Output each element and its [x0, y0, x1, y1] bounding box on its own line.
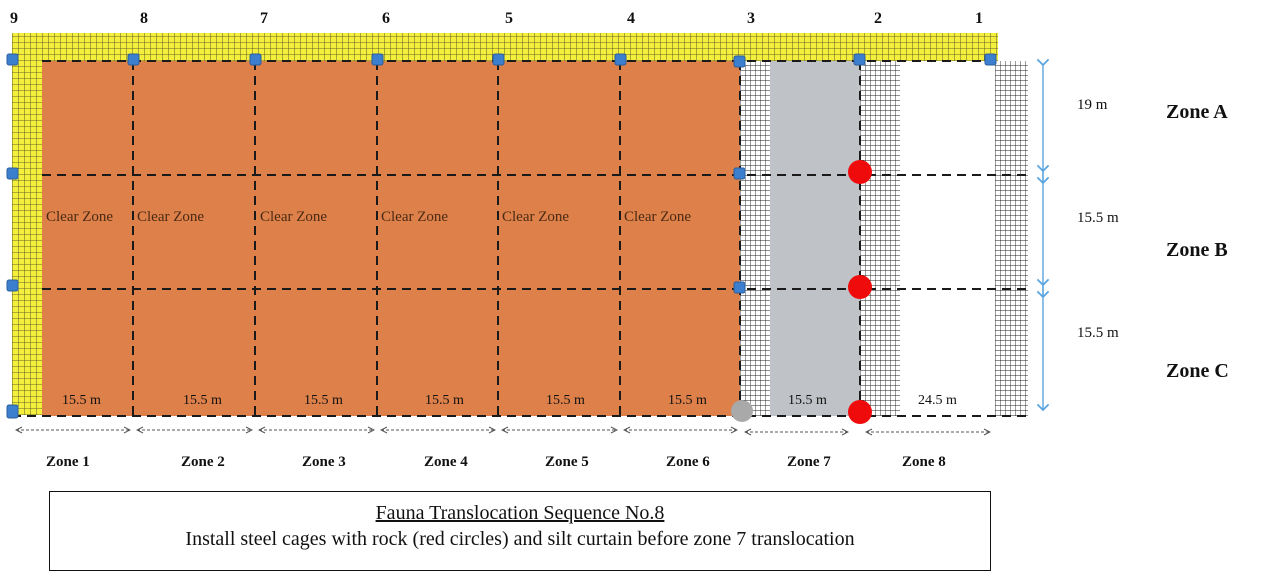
column-label: 1 [975, 10, 983, 27]
left-mesh-band [12, 33, 42, 415]
blue-square-marker [6, 167, 19, 180]
grey-circle-marker [731, 400, 753, 422]
blue-square-marker [733, 167, 746, 180]
blue-square-marker [733, 55, 746, 68]
white-zone-8 [900, 61, 995, 416]
column-label: 3 [747, 10, 755, 27]
mesh-column-1 [995, 61, 1028, 416]
zone-label: Zone 6 [666, 454, 710, 470]
clear-zone-label: Clear Zone [46, 209, 113, 225]
top-mesh-band [12, 33, 998, 61]
clear-zone-label: Clear Zone [381, 209, 448, 225]
width-label: 15.5 m [546, 393, 585, 408]
zone-row-label: Zone B [1166, 239, 1228, 261]
blue-square-marker [6, 404, 19, 419]
column-label: 8 [140, 10, 148, 27]
red-cage-marker [848, 160, 872, 184]
column-label: 7 [260, 10, 268, 27]
width-label: 24.5 m [918, 393, 957, 408]
clear-zone-label: Clear Zone [260, 209, 327, 225]
zone-label: Zone 8 [902, 454, 946, 470]
grey-zone-7 [770, 61, 860, 416]
zone-label: Zone 5 [545, 454, 589, 470]
blue-square-marker [733, 281, 746, 294]
mesh-column-2 [860, 61, 900, 416]
caption-box: Fauna Translocation Sequence No.8 Instal… [49, 491, 991, 571]
column-label: 2 [874, 10, 882, 27]
blue-square-marker [249, 53, 262, 66]
blue-square-marker [127, 53, 140, 66]
caption-text: Install steel cages with rock (red circl… [185, 528, 855, 550]
zone-row-label: Zone A [1166, 101, 1228, 123]
blue-square-marker [984, 53, 997, 66]
clear-zone-label: Clear Zone [624, 209, 691, 225]
clear-zone-label: Clear Zone [502, 209, 569, 225]
zone-label: Zone 2 [181, 454, 225, 470]
red-cage-marker [848, 275, 872, 299]
height-label: 15.5 m [1077, 210, 1119, 226]
mesh-column-3 [740, 61, 770, 416]
blue-square-marker [371, 53, 384, 66]
height-label: 19 m [1077, 97, 1108, 113]
zone-label: Zone 7 [787, 454, 831, 470]
column-label: 9 [10, 10, 18, 27]
blue-square-marker [853, 53, 866, 66]
width-label: 15.5 m [62, 393, 101, 408]
width-label: 15.5 m [304, 393, 343, 408]
zone-label: Zone 3 [302, 454, 346, 470]
blue-square-marker [614, 53, 627, 66]
width-label: 15.5 m [183, 393, 222, 408]
height-label: 15.5 m [1077, 325, 1119, 341]
column-label: 6 [382, 10, 390, 27]
blue-square-marker [6, 279, 19, 292]
zone-row-label: Zone C [1166, 360, 1229, 382]
red-cage-marker [848, 400, 872, 424]
zone-label: Zone 4 [424, 454, 468, 470]
width-label: 15.5 m [788, 393, 827, 408]
width-label: 15.5 m [425, 393, 464, 408]
width-label: 15.5 m [668, 393, 707, 408]
zone-label: Zone 1 [46, 454, 90, 470]
column-label: 4 [627, 10, 635, 27]
clear-zone-area [42, 61, 740, 416]
blue-square-marker [492, 53, 505, 66]
caption-title: Fauna Translocation Sequence No.8 [375, 502, 665, 524]
blue-square-marker [6, 53, 19, 66]
column-label: 5 [505, 10, 513, 27]
clear-zone-label: Clear Zone [137, 209, 204, 225]
